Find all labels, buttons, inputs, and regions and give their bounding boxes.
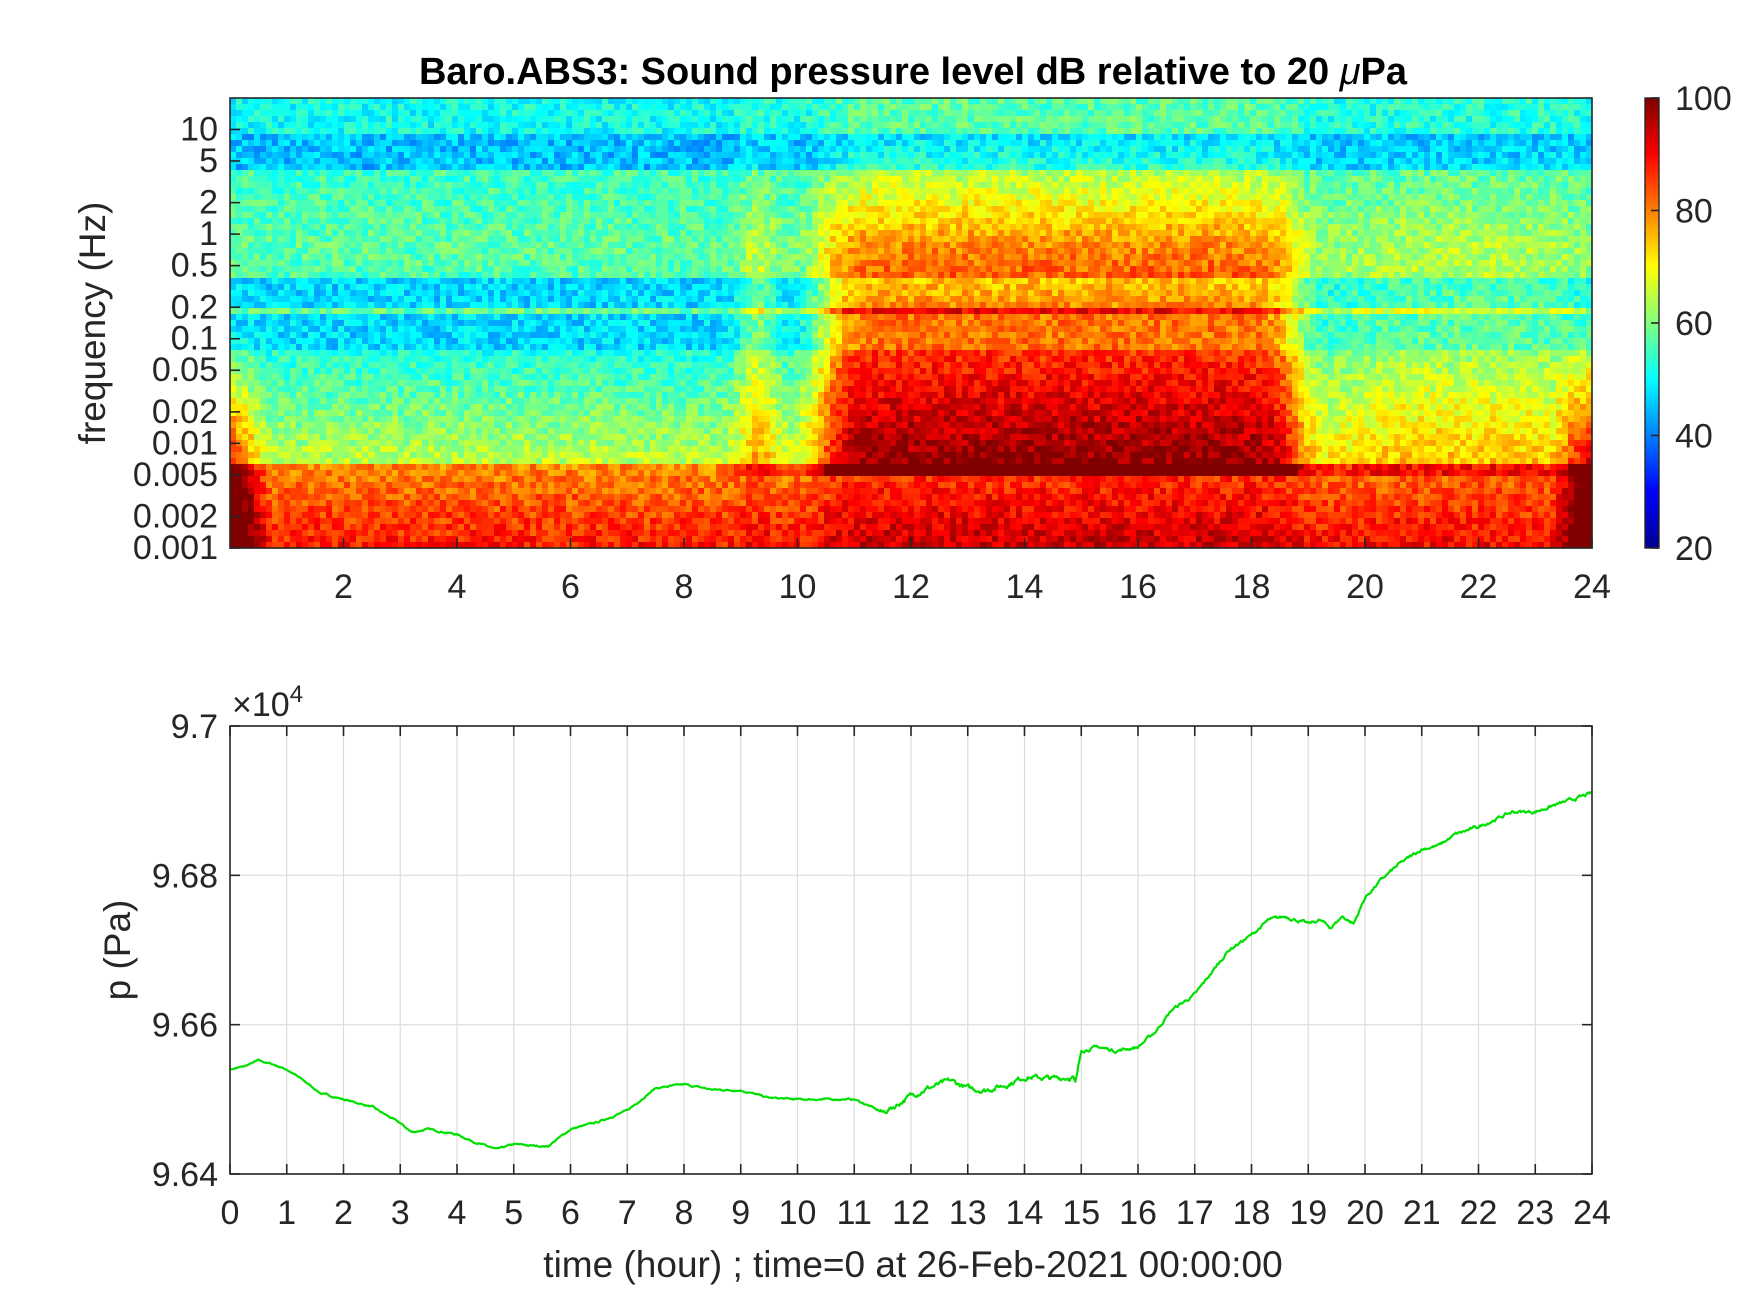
spectrogram-ylabel: frequency (Hz) [72,202,113,445]
spectrogram-y-tick-label: 5 [199,142,218,180]
pressure-y-tick-label: 9.64 [152,1156,218,1194]
spectrogram-x-tick-label: 24 [1573,568,1611,606]
spectrogram-y-tick-label: 0.2 [171,288,218,326]
pressure-x-tick-label: 19 [1289,1194,1327,1232]
spectrogram-y-tick-label: 1 [199,215,218,253]
spectrogram-y-tick-label: 2 [199,184,218,222]
pressure-x-tick-label: 9 [731,1194,750,1232]
pressure-x-tick-label: 3 [391,1194,410,1232]
pressure-x-tick-label: 11 [837,1194,872,1232]
spectrogram-x-ticks: 2 4 6 8 10 12 14 16 18 20 22 24 [334,538,1611,606]
spectrogram-y-tick-label: 0.1 [171,320,218,358]
spectrogram-x-tick-label: 4 [448,568,467,606]
spectrogram-y-tick-label: 0.001 [133,529,218,567]
pressure-x-tick-label: 1 [277,1194,296,1232]
pressure-x-tick-label: 2 [334,1194,353,1232]
pressure-x-tick-label: 18 [1233,1194,1271,1232]
pressure-xlabel: time (hour) ; time=0 at 26-Feb-2021 00:0… [543,1244,1282,1285]
pressure-x-tick-label: 24 [1573,1194,1611,1232]
spectrogram-x-tick-label: 20 [1346,568,1384,606]
pressure-y-exponent: ×104 [232,681,303,724]
spectrogram-y-tick-label: 0.02 [152,393,218,431]
pressure-x-tick-label: 20 [1346,1194,1384,1232]
colorbar-tick-label: 60 [1675,305,1713,343]
spectrogram-x-tick-label: 2 [334,568,353,606]
pressure-series-line [229,791,1593,1150]
spectrogram-title: Baro.ABS3: Sound pressure level dB relat… [419,51,1408,93]
pressure-x-tick-label: 22 [1460,1194,1498,1232]
spectrogram-x-tick-label: 8 [675,568,694,606]
colorbar-tick-label: 80 [1675,193,1713,231]
pressure-panel: 0 1 2 3 4 5 6 7 8 9 10 11 12 13 14 15 16 17 18 19 20 21 22 23 24… [97,681,1611,1285]
colorbar-tick-label: 20 [1675,530,1713,568]
pressure-x-tick-label: 10 [779,1194,817,1232]
colorbar: 100 80 60 40 20 [1644,80,1732,568]
colorbar-ticks: 100 80 60 40 20 [1651,80,1732,568]
spectrogram-y-tick-label: 0.005 [133,456,218,494]
pressure-x-tick-label: 7 [618,1194,637,1232]
pressure-x-tick-label: 15 [1062,1194,1100,1232]
colorbar-tick-label: 40 [1675,418,1713,456]
spectrogram-y-tick-label: 0.5 [171,247,218,285]
pressure-x-tick-label: 17 [1176,1194,1214,1232]
pressure-x-tick-label: 16 [1119,1194,1157,1232]
pressure-x-tick-label: 8 [675,1194,694,1232]
spectrogram-x-tick-label: 18 [1233,568,1271,606]
pressure-x-tick-label: 21 [1403,1194,1441,1232]
spectrogram-y-tick-label: 0.05 [152,351,218,389]
pressure-ylabel: p (Pa) [97,900,138,1001]
pressure-x-tick-label: 6 [561,1194,580,1232]
spectrogram-x-tick-label: 6 [561,568,580,606]
pressure-y-tick-label: 9.68 [152,857,218,895]
pressure-x-tick-label: 12 [892,1194,930,1232]
spectrogram-y-tick-label: 0.01 [152,424,218,462]
y-exponent-power: 4 [290,681,303,708]
title-unit: Pa [1361,51,1408,93]
spectrogram-panel: Baro.ABS3: Sound pressure level dB relat… [72,51,1611,606]
spectrogram-x-tick-label: 10 [779,568,817,606]
spectrogram-x-tick-label: 16 [1119,568,1157,606]
pressure-x-tick-label: 4 [448,1194,467,1232]
pressure-y-tick-label: 9.66 [152,1007,218,1045]
title-mu-symbol: μ [1339,51,1361,93]
spectrogram-y-ticks: 105 210.50.20.10.05 0.020.010.005 0.0020.00… [133,110,240,567]
spectrogram-x-tick-label: 12 [892,568,930,606]
pressure-x-tick-label: 14 [1006,1194,1044,1232]
spectrogram-y-tick-label: 0.002 [133,498,218,536]
pressure-x-tick-label: 23 [1516,1194,1554,1232]
spectrogram-x-tick-label: 22 [1460,568,1498,606]
spectrogram-y-tick-label: 10 [180,110,218,148]
pressure-x-tick-label: 0 [221,1194,240,1232]
pressure-y-tick-label: 9.7 [171,708,218,746]
pressure-x-ticks: 0 1 2 3 4 5 6 7 8 9 10 11 12 13 14 15 16 17 18 19 20 21 22 23 24 [221,726,1611,1232]
spectrogram-x-tick-label: 14 [1006,568,1044,606]
pressure-y-ticks: 9.7 9.68 9.66 9.64 [152,708,1592,1194]
colorbar-tick-label: 100 [1675,80,1732,118]
pressure-x-tick-label: 13 [949,1194,987,1232]
spectrogram-image [230,98,1593,549]
title-main: Baro.ABS3: Sound pressure level dB relat… [419,51,1340,93]
y-exponent-prefix: ×10 [232,686,290,724]
pressure-x-tick-label: 5 [504,1194,523,1232]
